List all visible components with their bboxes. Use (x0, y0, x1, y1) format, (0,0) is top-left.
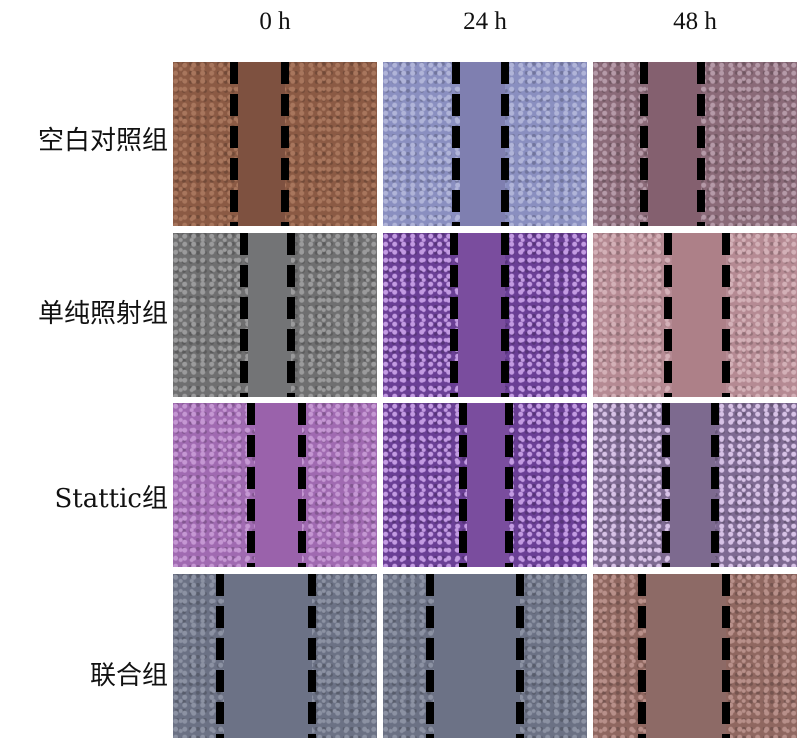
right-wound-edge-line (697, 62, 706, 226)
right-wound-edge-line (505, 403, 514, 567)
left-wound-edge-line (246, 403, 255, 567)
micrograph-panel (593, 574, 797, 738)
micrograph-panel (383, 62, 587, 226)
left-wound-edge-line (452, 62, 461, 226)
scratch-gap (254, 403, 302, 567)
scratch-gap (238, 62, 286, 226)
right-wound-edge-line (281, 62, 290, 226)
micrograph-panel (593, 233, 797, 397)
right-wound-edge-line (721, 574, 730, 738)
left-wound-edge-line (640, 62, 648, 226)
column-label-2: 48 h (673, 8, 717, 35)
column-label-0: 0 h (259, 8, 291, 35)
left-wound-edge-line (240, 233, 249, 397)
right-wound-edge-line (721, 233, 730, 397)
left-wound-edge-line (230, 62, 239, 226)
scratch-gap (672, 233, 726, 397)
left-wound-edge-line (450, 233, 459, 397)
left-wound-edge-line (664, 233, 673, 397)
right-wound-edge-line (501, 62, 510, 226)
right-wound-edge-line (307, 574, 316, 738)
column-label-1: 24 h (463, 8, 507, 35)
scratch-gap (460, 62, 506, 226)
scratch-gap (458, 233, 506, 397)
micrograph-panel (383, 403, 587, 567)
right-wound-edge-line (287, 233, 296, 397)
scratch-gap (670, 403, 716, 567)
micrograph-panel (383, 233, 587, 397)
scratch-gap (248, 233, 292, 397)
row-label-3: 联合组 (89, 661, 168, 691)
micrograph-panel (173, 233, 377, 397)
micrograph-panel (593, 403, 797, 567)
right-wound-edge-line (711, 403, 720, 567)
scratch-gap (466, 403, 510, 567)
right-wound-edge-line (297, 403, 306, 567)
micrograph-panel (173, 574, 377, 738)
left-wound-edge-line (637, 574, 646, 738)
left-wound-edge-line (425, 574, 434, 738)
scratch-gap (645, 574, 726, 738)
micrograph-panel (593, 62, 797, 226)
row-label-0: 空白对照组 (37, 126, 168, 156)
micrograph-panel (173, 403, 377, 567)
micrograph-panel (173, 62, 377, 226)
scratch-gap (433, 574, 520, 738)
micrograph-panel (383, 574, 587, 738)
scratch-gap (223, 574, 312, 738)
scratch-gap (648, 62, 702, 226)
row-label-1: 单纯照射组 (37, 299, 168, 329)
left-wound-edge-line (458, 403, 467, 567)
right-wound-edge-line (515, 574, 524, 738)
left-wound-edge-line (662, 403, 671, 567)
row-label-2: Stattic组 (54, 484, 168, 514)
left-wound-edge-line (215, 574, 224, 738)
right-wound-edge-line (501, 233, 510, 397)
